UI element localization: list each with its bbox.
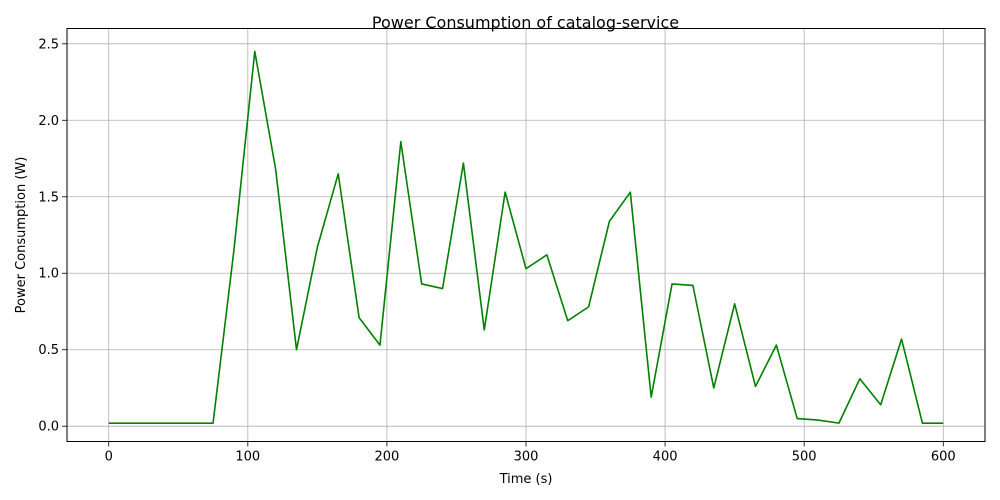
series-line: [108, 50, 944, 424]
y-tick-label: 2.0: [38, 114, 59, 129]
x-tick-label: 300: [514, 450, 539, 465]
x-tick-label: 400: [653, 450, 678, 465]
x-tick-label: 200: [374, 450, 399, 465]
x-tick-label: 100: [235, 450, 260, 465]
y-tick-label: 1.0: [38, 267, 59, 282]
y-tick-label: 0.5: [38, 343, 59, 358]
grid: [67, 28, 985, 442]
x-axis-label: Time (s): [499, 472, 553, 487]
chart-title: Power Consumption of catalog-service: [372, 13, 679, 32]
x-tick-label: 500: [792, 450, 817, 465]
y-tick-label: 2.5: [38, 37, 59, 52]
x-tick-label: 0: [105, 450, 113, 465]
x-tick-label: 600: [931, 450, 956, 465]
series-layer: [108, 50, 944, 424]
ticks: 0 100 200 300 400 500 600 0.0 0.5 1.0 1.5 2.0 2.5: [38, 37, 955, 464]
y-tick-label: 1.5: [38, 190, 59, 205]
y-axis-label: Power Consumption (W): [14, 157, 29, 314]
y-tick-label: 0.0: [38, 420, 59, 435]
